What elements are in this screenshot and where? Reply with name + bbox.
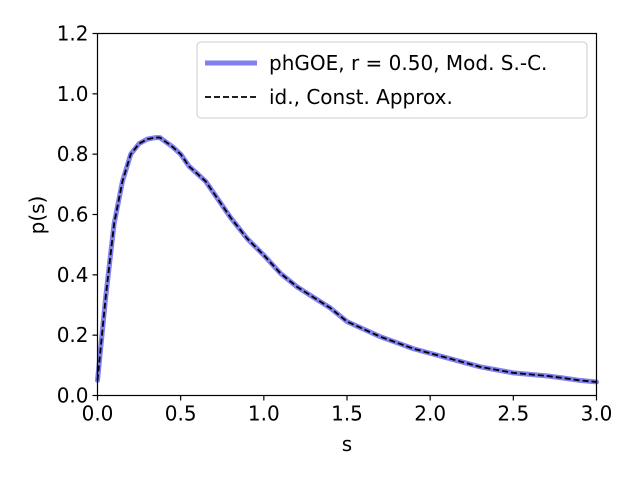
- legend-frame: [196, 41, 588, 119]
- series-layer: [95, 135, 599, 385]
- x-tick-label: 1.0: [248, 402, 280, 426]
- x-tick-label: 0.5: [165, 402, 197, 426]
- y-tick-label: 0.0: [57, 384, 89, 408]
- y-axis: 0.0 0.2 0.4 0.6 0.8 1.0 1.2: [57, 22, 98, 408]
- x-axis: 0.0 0.5 1.0 1.5 2.0 2.5 3.0: [82, 395, 613, 426]
- y-tick-label: 0.4: [57, 263, 89, 287]
- y-tick-label: 1.2: [57, 22, 89, 46]
- y-tick-label: 0.2: [57, 323, 89, 347]
- legend-label-mod-sc: phGOE, r = 0.50, Mod. S.-C.: [269, 51, 547, 75]
- y-axis-label: p(s): [25, 196, 49, 235]
- y-tick-label: 0.8: [57, 142, 89, 166]
- x-tick-label: 1.5: [331, 402, 363, 426]
- y-tick-label: 0.6: [57, 203, 89, 227]
- legend-label-const-approx: id., Const. Approx.: [269, 85, 453, 109]
- series-line-mod-sc: [95, 135, 599, 385]
- x-axis-label: s: [342, 432, 352, 456]
- x-tick-label: 3.0: [581, 402, 613, 426]
- series-line-const-approx: [96, 136, 597, 383]
- legend: phGOE, r = 0.50, Mod. S.-C. id., Const. …: [196, 41, 588, 119]
- x-tick-label: 0.0: [82, 402, 114, 426]
- y-tick-label: 1.0: [57, 82, 89, 106]
- x-tick-label: 2.5: [497, 402, 529, 426]
- x-tick-label: 2.0: [414, 402, 446, 426]
